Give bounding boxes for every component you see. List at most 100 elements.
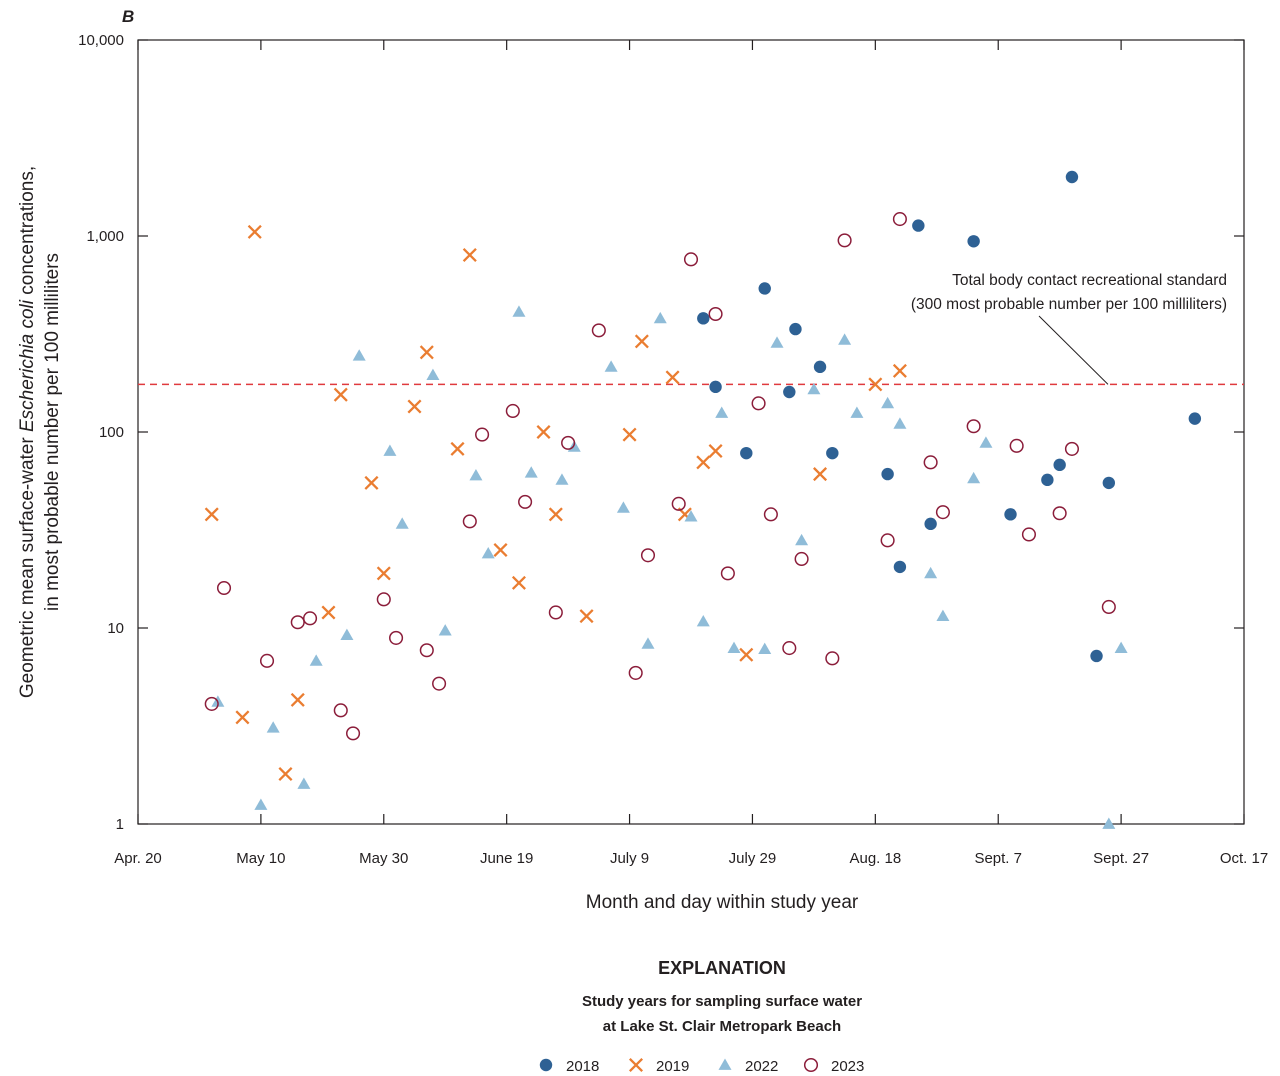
data-point-2018 xyxy=(740,446,753,460)
x-tick-label: Sept. 27 xyxy=(1093,850,1149,867)
data-point-2023 xyxy=(216,580,232,596)
data-point-2019 xyxy=(333,387,348,402)
data-point-2022 xyxy=(616,501,630,513)
data-point-2022 xyxy=(555,473,569,485)
data-point-2019 xyxy=(665,370,680,385)
data-point-2023 xyxy=(1101,599,1116,615)
data-point-2019 xyxy=(407,399,422,414)
data-point-2022 xyxy=(684,510,698,522)
reference-leader-line xyxy=(1038,315,1109,385)
x-tick-label: Apr. 20 xyxy=(114,850,162,867)
legend-marker-2018 xyxy=(539,1058,553,1072)
data-point-2023 xyxy=(892,212,907,227)
data-point-2022 xyxy=(604,360,618,372)
y-tick-label: 100 xyxy=(99,424,124,441)
data-point-2018 xyxy=(912,219,925,232)
data-point-2023 xyxy=(505,403,520,419)
data-point-2023 xyxy=(923,455,938,470)
data-point-2022 xyxy=(309,654,323,666)
series-2019 xyxy=(204,224,907,781)
svg-text:Geometric mean surface-water E: Geometric mean surface-water Escherichia… xyxy=(17,166,38,698)
legend-label-2018: 2018 xyxy=(566,1058,599,1075)
data-point-2023 xyxy=(259,653,275,668)
x-tick-label: May 30 xyxy=(359,850,408,867)
data-point-2018 xyxy=(1065,170,1079,184)
x-tick-label: July 9 xyxy=(610,850,649,867)
data-point-2023 xyxy=(825,651,840,666)
y-axis-title-part1: Geometric mean surface-water xyxy=(17,432,38,698)
y-axis: 1 10 100 1,000 10,000 xyxy=(78,32,1244,833)
data-point-2019 xyxy=(204,507,219,522)
legend-subtitle-line1: Study years for sampling surface water xyxy=(582,993,862,1010)
data-point-2023 xyxy=(561,435,576,450)
data-point-2022 xyxy=(481,546,495,559)
data-point-2019 xyxy=(247,224,262,239)
data-point-2022 xyxy=(524,466,538,478)
y-tick-label: 10 xyxy=(107,620,124,637)
data-point-2023 xyxy=(204,696,219,711)
data-point-2018 xyxy=(697,312,710,325)
data-point-2023 xyxy=(837,233,852,248)
data-point-2022 xyxy=(807,382,821,395)
data-point-2018 xyxy=(1102,476,1116,490)
data-point-2022 xyxy=(297,777,311,789)
data-point-2022 xyxy=(924,566,938,579)
data-point-2022 xyxy=(340,628,354,640)
legend-subtitle-line2: at Lake St. Clair Metropark Beach xyxy=(603,1018,841,1035)
legend-marker-2023 xyxy=(803,1057,819,1073)
data-point-2023 xyxy=(720,566,735,581)
data-point-2022 xyxy=(979,436,993,448)
data-point-2018 xyxy=(1004,508,1017,521)
data-point-2023 xyxy=(518,494,533,509)
data-point-2023 xyxy=(880,533,895,548)
data-point-2019 xyxy=(511,575,526,590)
data-point-2022 xyxy=(936,609,950,621)
data-point-2023 xyxy=(935,505,950,520)
data-point-2019 xyxy=(868,377,883,392)
data-point-2019 xyxy=(364,475,379,490)
y-tick-label: 10,000 xyxy=(78,32,124,49)
legend-label-2023: 2023 xyxy=(831,1058,864,1075)
data-point-2019 xyxy=(622,427,637,442)
y-tick-label: 1 xyxy=(116,816,124,833)
data-point-2018 xyxy=(1053,458,1066,472)
data-point-2022 xyxy=(426,368,440,381)
data-point-2019 xyxy=(278,766,293,781)
data-point-2023 xyxy=(628,665,643,680)
series-2023 xyxy=(204,212,1116,741)
data-point-2023 xyxy=(548,605,563,620)
data-point-2019 xyxy=(892,363,907,378)
data-point-2022 xyxy=(254,798,268,810)
x-tick-label: Aug. 18 xyxy=(849,850,901,867)
data-point-2018 xyxy=(924,517,937,531)
x-axis: Apr. 20 May 10 May 30 June 19 July 9 July 29 A… xyxy=(114,40,1268,867)
data-point-2023 xyxy=(640,548,656,563)
data-point-2018 xyxy=(1090,649,1103,663)
legend-marker-2019 xyxy=(628,1057,644,1073)
data-point-2023 xyxy=(683,252,699,267)
legend: 2018 2019 2022 2023 xyxy=(539,1057,864,1075)
data-point-2023 xyxy=(432,676,447,691)
y-axis-title-italic: Escherichia coli xyxy=(17,299,38,432)
data-point-2018 xyxy=(893,560,907,574)
data-point-2023 xyxy=(462,514,477,529)
data-point-2022 xyxy=(395,517,409,529)
data-point-2023 xyxy=(708,306,723,322)
data-point-2022 xyxy=(838,333,852,345)
data-point-2023 xyxy=(591,323,606,338)
data-point-2018 xyxy=(709,380,722,394)
data-point-2018 xyxy=(789,322,802,336)
data-point-2023 xyxy=(302,611,318,626)
data-point-2022 xyxy=(1114,641,1128,653)
data-point-2022 xyxy=(653,311,667,324)
data-point-2022 xyxy=(383,444,397,456)
series-2018 xyxy=(697,170,1202,663)
data-point-2019 xyxy=(813,467,828,482)
panel-label: B xyxy=(122,7,134,26)
legend-label-2019: 2019 xyxy=(656,1058,689,1075)
data-point-2023 xyxy=(782,641,797,656)
data-point-2022 xyxy=(758,642,772,655)
data-point-2019 xyxy=(235,710,250,725)
data-point-2022 xyxy=(893,417,907,429)
